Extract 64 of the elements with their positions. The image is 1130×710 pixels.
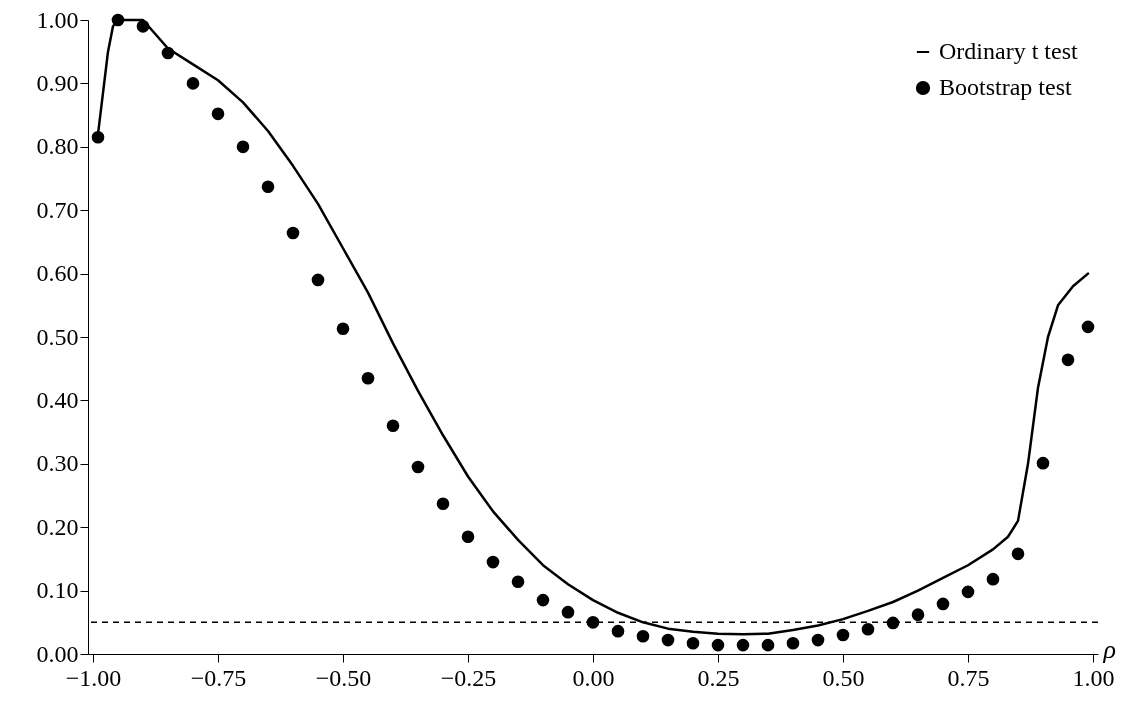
- point: [536, 593, 550, 607]
- point: [761, 638, 775, 652]
- point: [361, 371, 375, 385]
- legend-label: Bootstrap test: [939, 74, 1072, 100]
- point: [286, 226, 300, 240]
- y-tick-label: 0.70: [36, 196, 79, 223]
- x-tick-label: −0.50: [315, 664, 372, 691]
- point: [861, 622, 875, 636]
- point: [786, 636, 800, 650]
- point: [236, 140, 250, 154]
- point: [136, 20, 150, 33]
- y-tick-label: 0.50: [36, 323, 79, 350]
- y-tick-label: 1.00: [36, 6, 79, 33]
- point: [561, 605, 575, 619]
- point: [886, 616, 900, 630]
- point: [91, 130, 105, 144]
- point: [511, 575, 525, 589]
- legend-label: Ordinary t test: [939, 38, 1078, 64]
- y-tick-label: 0.00: [36, 640, 79, 667]
- point: [911, 608, 925, 621]
- point: [1061, 353, 1075, 367]
- y-tick-label: 0.90: [36, 69, 79, 96]
- point: [836, 628, 850, 642]
- point: [461, 530, 475, 544]
- y-tick-label: 0.60: [36, 260, 79, 287]
- x-tick-label: 1.00: [1072, 664, 1115, 691]
- point: [961, 585, 975, 599]
- point: [386, 419, 400, 433]
- point: [1081, 320, 1095, 334]
- y-tick-label: 0.10: [36, 577, 79, 604]
- x-tick-label: 0.00: [572, 664, 615, 691]
- point: [486, 555, 500, 569]
- point: [986, 572, 1000, 586]
- x-tick-label: −0.25: [440, 664, 497, 691]
- x-tick-label: 0.75: [947, 664, 990, 691]
- point: [661, 633, 675, 647]
- y-tick-label: 0.30: [36, 450, 79, 477]
- point: [436, 497, 450, 511]
- x-axis-title: ρ: [1102, 634, 1116, 664]
- point: [711, 638, 725, 652]
- point: [336, 322, 350, 336]
- y-tick-label: 0.20: [36, 513, 79, 540]
- point: [811, 633, 825, 647]
- point: [261, 180, 275, 194]
- x-tick-label: 0.50: [822, 664, 865, 691]
- point: [1036, 456, 1050, 470]
- point: [186, 77, 200, 90]
- point: [1011, 547, 1025, 561]
- x-tick-label: −0.75: [190, 664, 247, 691]
- point: [161, 46, 175, 60]
- point: [411, 460, 425, 474]
- point: [686, 636, 700, 650]
- y-tick-label: 0.80: [36, 133, 79, 160]
- point: [736, 638, 750, 652]
- point: [936, 597, 950, 611]
- point: [636, 629, 650, 643]
- point: [611, 624, 625, 638]
- point: [311, 273, 325, 287]
- point: [211, 107, 225, 121]
- point: [586, 615, 600, 629]
- x-tick-label: 0.25: [697, 664, 740, 691]
- point: [111, 13, 125, 27]
- x-tick-label: −1.00: [65, 664, 122, 691]
- y-tick-label: 0.40: [36, 386, 79, 413]
